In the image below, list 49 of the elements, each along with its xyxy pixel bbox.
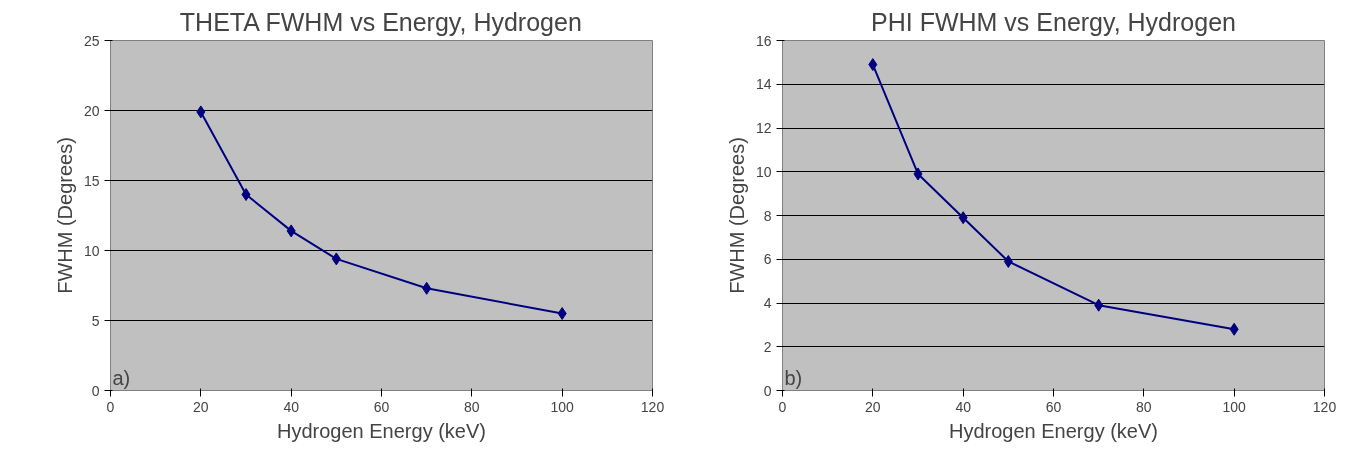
y-tick-label: 8 xyxy=(763,207,772,224)
x-tick-label: 100 xyxy=(550,398,575,415)
y-tick-label: 20 xyxy=(83,102,100,119)
x-tick-label: 20 xyxy=(193,398,209,415)
x-tick-label: 80 xyxy=(464,398,480,415)
x-tick-label: 120 xyxy=(640,398,665,415)
y-tick-label: 14 xyxy=(755,76,772,93)
y-tick-label: 2 xyxy=(763,338,772,355)
y-tick-label: 5 xyxy=(91,312,100,329)
point xyxy=(1003,254,1013,268)
y-tick-label: 0 xyxy=(91,382,100,399)
point xyxy=(1229,322,1239,336)
x-tick-label: 80 xyxy=(1136,398,1152,415)
y-axis-title: FWHM (Degrees) xyxy=(725,137,748,294)
y-tick-label: 16 xyxy=(755,32,772,49)
y-tick-label: 4 xyxy=(763,295,772,311)
x-tick-label: 40 xyxy=(283,398,300,415)
y-tick-label: 10 xyxy=(755,163,772,180)
x-axis-title: Hydrogen Energy (keV) xyxy=(277,419,486,442)
point xyxy=(331,252,341,266)
x-tick-label: 100 xyxy=(1222,398,1247,415)
point xyxy=(422,281,432,295)
point xyxy=(868,58,878,72)
x-tick-label: 0 xyxy=(778,398,787,415)
y-axis-title: FWHM (Degrees) xyxy=(53,137,76,294)
x-tick-label: 40 xyxy=(955,398,972,415)
point xyxy=(241,188,251,201)
point xyxy=(196,105,206,119)
y-tick-label: 10 xyxy=(83,242,100,259)
x-tick-label: 60 xyxy=(1045,398,1062,415)
y-tick-label: 25 xyxy=(83,32,100,49)
point xyxy=(913,167,923,181)
y-tick-label: 12 xyxy=(755,120,772,136)
point xyxy=(1094,298,1104,312)
y-tick-label: 0 xyxy=(763,382,772,399)
point xyxy=(557,307,567,320)
x-tick-label: 0 xyxy=(106,398,115,415)
y-tick-label: 15 xyxy=(83,172,100,189)
chart-title: PHI FWHM vs Energy, Hydrogen xyxy=(871,7,1236,36)
chart-title: THETA FWHM vs Energy, Hydrogen xyxy=(179,7,582,36)
annotation: b) xyxy=(784,366,803,389)
point xyxy=(286,224,296,238)
point xyxy=(958,211,968,225)
annotation: a) xyxy=(112,366,131,389)
y-tick-label: 6 xyxy=(763,251,772,268)
x-tick-label: 60 xyxy=(373,398,390,415)
x-tick-label: 120 xyxy=(1312,398,1337,415)
x-axis-title: Hydrogen Energy (keV) xyxy=(949,419,1158,442)
x-tick-label: 20 xyxy=(865,398,881,415)
